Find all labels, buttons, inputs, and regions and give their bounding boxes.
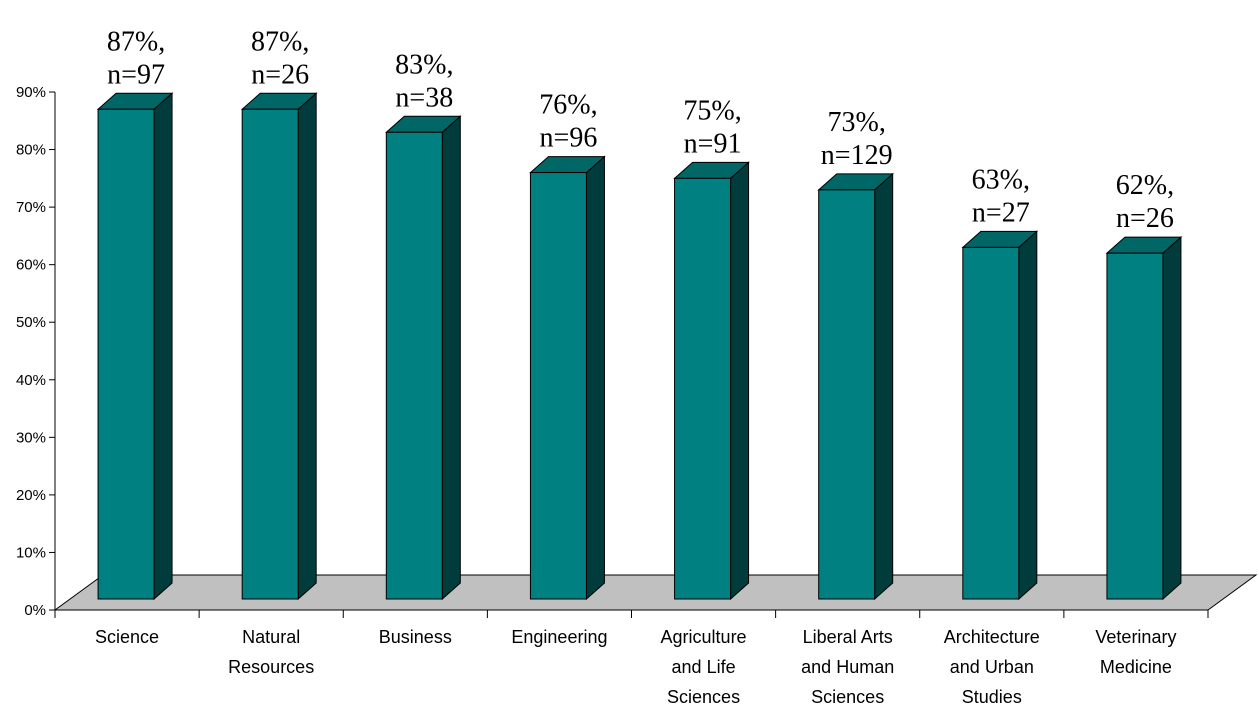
data-label: n=26 [1116, 203, 1174, 234]
data-label: 87%, [107, 26, 165, 57]
bar-2 [384, 115, 462, 601]
data-label: 76%, [539, 90, 597, 121]
y-tick-label: 90% [16, 84, 46, 101]
x-tick-label: Veterinary [1095, 627, 1176, 647]
bar-side [1018, 230, 1038, 601]
bar-4 [673, 161, 750, 601]
x-tick-label: and Life [672, 657, 736, 677]
bar-front [97, 108, 155, 600]
bar-side [874, 172, 894, 601]
bar-front [818, 189, 876, 600]
x-tick-label: Resources [228, 657, 314, 677]
bar-7 [1105, 236, 1183, 601]
data-label: n=38 [395, 82, 453, 113]
y-tick-label: 80% [16, 142, 46, 159]
data-label: n=129 [821, 140, 893, 171]
data-label: 62%, [1116, 170, 1174, 201]
bar-0 [96, 92, 174, 601]
data-label: n=97 [107, 59, 165, 90]
x-tick-label: and Human [801, 657, 894, 677]
x-tick-label: Medicine [1100, 657, 1172, 677]
bar-front [529, 172, 587, 600]
chart-floor-layer [53, 574, 1258, 611]
bar-side [1162, 236, 1182, 601]
bar-1 [240, 92, 318, 601]
bar-front [962, 246, 1020, 600]
data-label: n=27 [972, 197, 1030, 228]
y-tick-label: 30% [16, 429, 46, 446]
y-tick-label: 10% [16, 544, 46, 561]
x-tick-label: Liberal Arts [803, 627, 893, 647]
y-tick-label: 50% [16, 314, 46, 331]
x-tick-label: Business [379, 627, 452, 647]
bar-side [441, 115, 461, 601]
data-label: 73%, [828, 107, 886, 138]
data-label: n=96 [540, 123, 598, 154]
x-tick-label: Sciences [667, 687, 740, 707]
x-tick-label: Science [95, 627, 159, 647]
bar-front [674, 177, 732, 600]
chart-axes: 0% 10% 20% 30% 40% 50% 60% 70% 80% 90% [16, 84, 1209, 619]
bar-side [730, 161, 750, 601]
bar-front [385, 131, 443, 600]
bar-3 [529, 155, 606, 601]
data-label: 87%, [251, 26, 309, 57]
bar-side [585, 155, 605, 601]
bar-5 [817, 172, 895, 601]
chart-floor [53, 574, 1258, 611]
x-tick-label: Engineering [511, 627, 607, 647]
x-tick-label: Studies [962, 687, 1022, 707]
x-tick-label: and Urban [950, 657, 1034, 677]
chart-bars [96, 92, 1183, 601]
data-label: 75%, [683, 95, 741, 126]
bar-front [1106, 252, 1164, 600]
data-label: 83%, [395, 49, 453, 80]
x-tick-label: Sciences [811, 687, 884, 707]
data-label: 63%, [972, 164, 1030, 195]
y-tick-label: 70% [16, 199, 46, 216]
y-tick-label: 40% [16, 372, 46, 389]
chart-labels: 87%,n=97Science87%,n=26NaturalResources8… [95, 26, 1176, 707]
y-tick-label: 20% [16, 487, 46, 504]
y-tick-label: 60% [16, 257, 46, 274]
bar-side [153, 92, 173, 601]
x-tick-label: Natural [242, 627, 300, 647]
bar-side [297, 92, 317, 601]
bar-front [241, 108, 299, 600]
x-tick-label: Agriculture [661, 627, 747, 647]
data-label: n=91 [684, 128, 742, 159]
x-tick-label: Architecture [944, 627, 1040, 647]
bar-6 [961, 230, 1039, 601]
data-label: n=26 [251, 59, 309, 90]
y-tick-label: 0% [24, 602, 46, 619]
